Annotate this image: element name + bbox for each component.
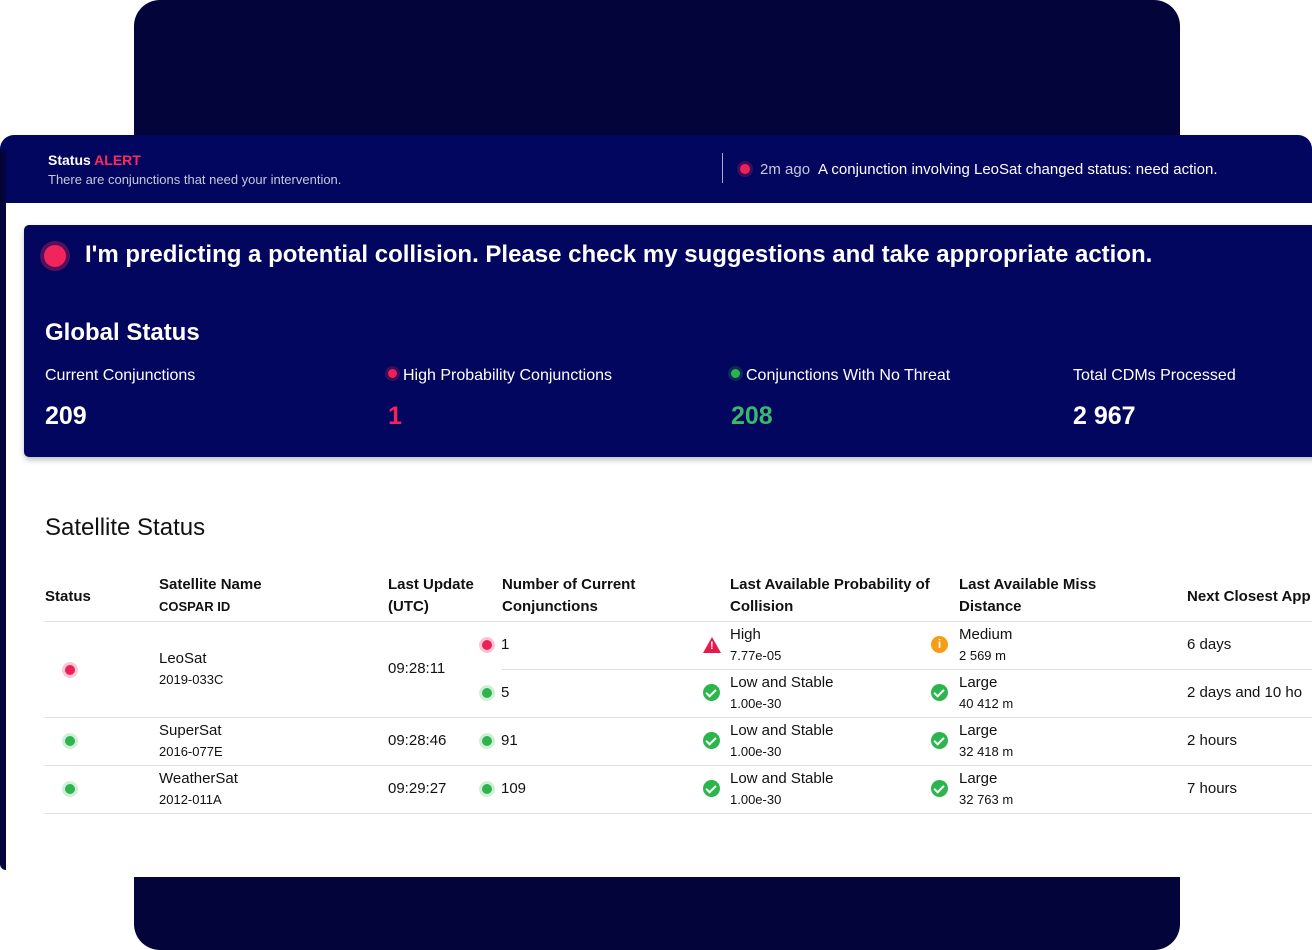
probability-level: High [730, 626, 761, 643]
global-status-title: Global Status [45, 319, 200, 346]
conjunction-red-dot-icon [482, 640, 492, 650]
conjunction-count[interactable]: 91 [501, 732, 518, 749]
status-green-icon [65, 736, 75, 746]
probability-value: 1.00e-30 [730, 744, 782, 759]
satellite-name[interactable]: SuperSat [159, 722, 222, 739]
red-dot-icon [388, 369, 397, 379]
col-next-closest[interactable]: Next Closest App [1187, 588, 1311, 605]
status-subtitle: There are conjunctions that need your in… [48, 172, 342, 187]
divider [45, 765, 1312, 766]
miss-level: Large [959, 674, 998, 691]
col-probability[interactable]: Last Available Probability of Collision [730, 576, 930, 615]
stat-label: Conjunctions With No Threat [731, 367, 950, 385]
dashboard-card: Status ALERT There are conjunctions that… [0, 135, 1312, 877]
alert-headline: I'm predicting a potential collision. Pl… [85, 241, 1153, 268]
conjunction-count[interactable]: 1 [501, 636, 510, 653]
check-icon [931, 780, 948, 797]
stat-current-conjunctions: Current Conjunctions 209 [45, 367, 195, 431]
cospar-id: 2016-077E [159, 744, 223, 759]
next-closest: 2 days and 10 ho [1187, 684, 1303, 701]
miss-level: Large [959, 722, 998, 739]
status-bar: Status ALERT There are conjunctions that… [0, 135, 1312, 203]
stat-total-cdms: Total CDMs Processed 2 967 [1073, 367, 1236, 431]
satellite-status-title: Satellite Status [45, 514, 206, 541]
alert-pulse-icon [44, 245, 66, 267]
probability-level: Low and Stable [730, 722, 834, 739]
notification-time: 2m ago [760, 161, 811, 178]
probability-value: 7.77e-05 [730, 648, 782, 663]
stat-high-probability: High Probability Conjunctions 1 [388, 367, 612, 431]
cospar-id: 2019-033C [159, 672, 224, 687]
status-red-icon [65, 665, 75, 675]
stat-value: 2 967 [1073, 402, 1136, 430]
status-green-icon [65, 784, 75, 794]
last-update: 09:29:27 [388, 780, 447, 797]
conjunction-green-dot-icon [482, 688, 492, 698]
conjunction-count[interactable]: 5 [501, 684, 510, 701]
miss-value: 32 418 m [959, 744, 1014, 759]
miss-value: 2 569 m [959, 648, 1006, 663]
notification-text: A conjunction involving LeoSat changed s… [818, 161, 1218, 178]
divider [45, 621, 1312, 622]
cospar-id: 2012-011A [159, 792, 222, 807]
conjunction-count[interactable]: 109 [501, 780, 527, 797]
col-status[interactable]: Status [45, 588, 91, 605]
probability-value: 1.00e-30 [730, 696, 782, 711]
next-closest: 7 hours [1187, 780, 1238, 797]
miss-level: Large [959, 770, 998, 787]
check-icon [703, 684, 720, 701]
divider [722, 153, 723, 183]
stat-value: 208 [731, 402, 773, 430]
status-heading: Status ALERT [48, 152, 141, 168]
info-icon: i [931, 636, 948, 653]
last-update: 09:28:11 [388, 660, 446, 677]
divider [45, 717, 1312, 718]
check-icon [931, 732, 948, 749]
col-miss-distance[interactable]: Last Available Miss Distance [959, 576, 1097, 615]
col-satellite-name[interactable]: Satellite Name COSPAR ID [159, 576, 262, 614]
global-status-panel: I'm predicting a potential collision. Pl… [24, 225, 1312, 457]
miss-level: Medium [959, 626, 1013, 643]
conjunction-green-dot-icon [482, 736, 492, 746]
col-last-update[interactable]: Last Update (UTC) [388, 576, 474, 615]
conjunction-green-dot-icon [482, 784, 492, 794]
check-icon [931, 684, 948, 701]
alert-dot-icon [740, 164, 750, 175]
next-closest: 2 hours [1187, 732, 1238, 749]
stat-label: Current Conjunctions [45, 367, 196, 384]
probability-level: Low and Stable [730, 674, 834, 691]
stat-label: Total CDMs Processed [1073, 367, 1236, 384]
probability-level: Low and Stable [730, 770, 834, 787]
satellite-name[interactable]: LeoSat [159, 650, 207, 667]
satellite-name[interactable]: WeatherSat [159, 770, 238, 787]
check-icon [703, 780, 720, 797]
stat-value: 1 [388, 402, 402, 430]
status-alert-badge: ALERT [94, 152, 141, 168]
next-closest: 6 days [1187, 636, 1232, 653]
check-icon [703, 732, 720, 749]
last-update: 09:28:46 [388, 732, 447, 749]
green-dot-icon [731, 369, 740, 379]
miss-value: 40 412 m [959, 696, 1014, 711]
probability-value: 1.00e-30 [730, 792, 782, 807]
card-edge [0, 150, 6, 870]
stat-label: High Probability Conjunctions [388, 367, 612, 385]
col-number-conjunctions[interactable]: Number of Current Conjunctions [502, 576, 636, 615]
notification[interactable]: 2m ago A conjunction involving LeoSat cha… [740, 161, 1218, 178]
stat-no-threat: Conjunctions With No Threat 208 [731, 367, 950, 431]
warning-icon: ! [703, 637, 721, 653]
divider [45, 813, 1312, 814]
divider [502, 669, 1312, 670]
miss-value: 32 763 m [959, 792, 1014, 807]
stat-value: 209 [45, 402, 87, 430]
